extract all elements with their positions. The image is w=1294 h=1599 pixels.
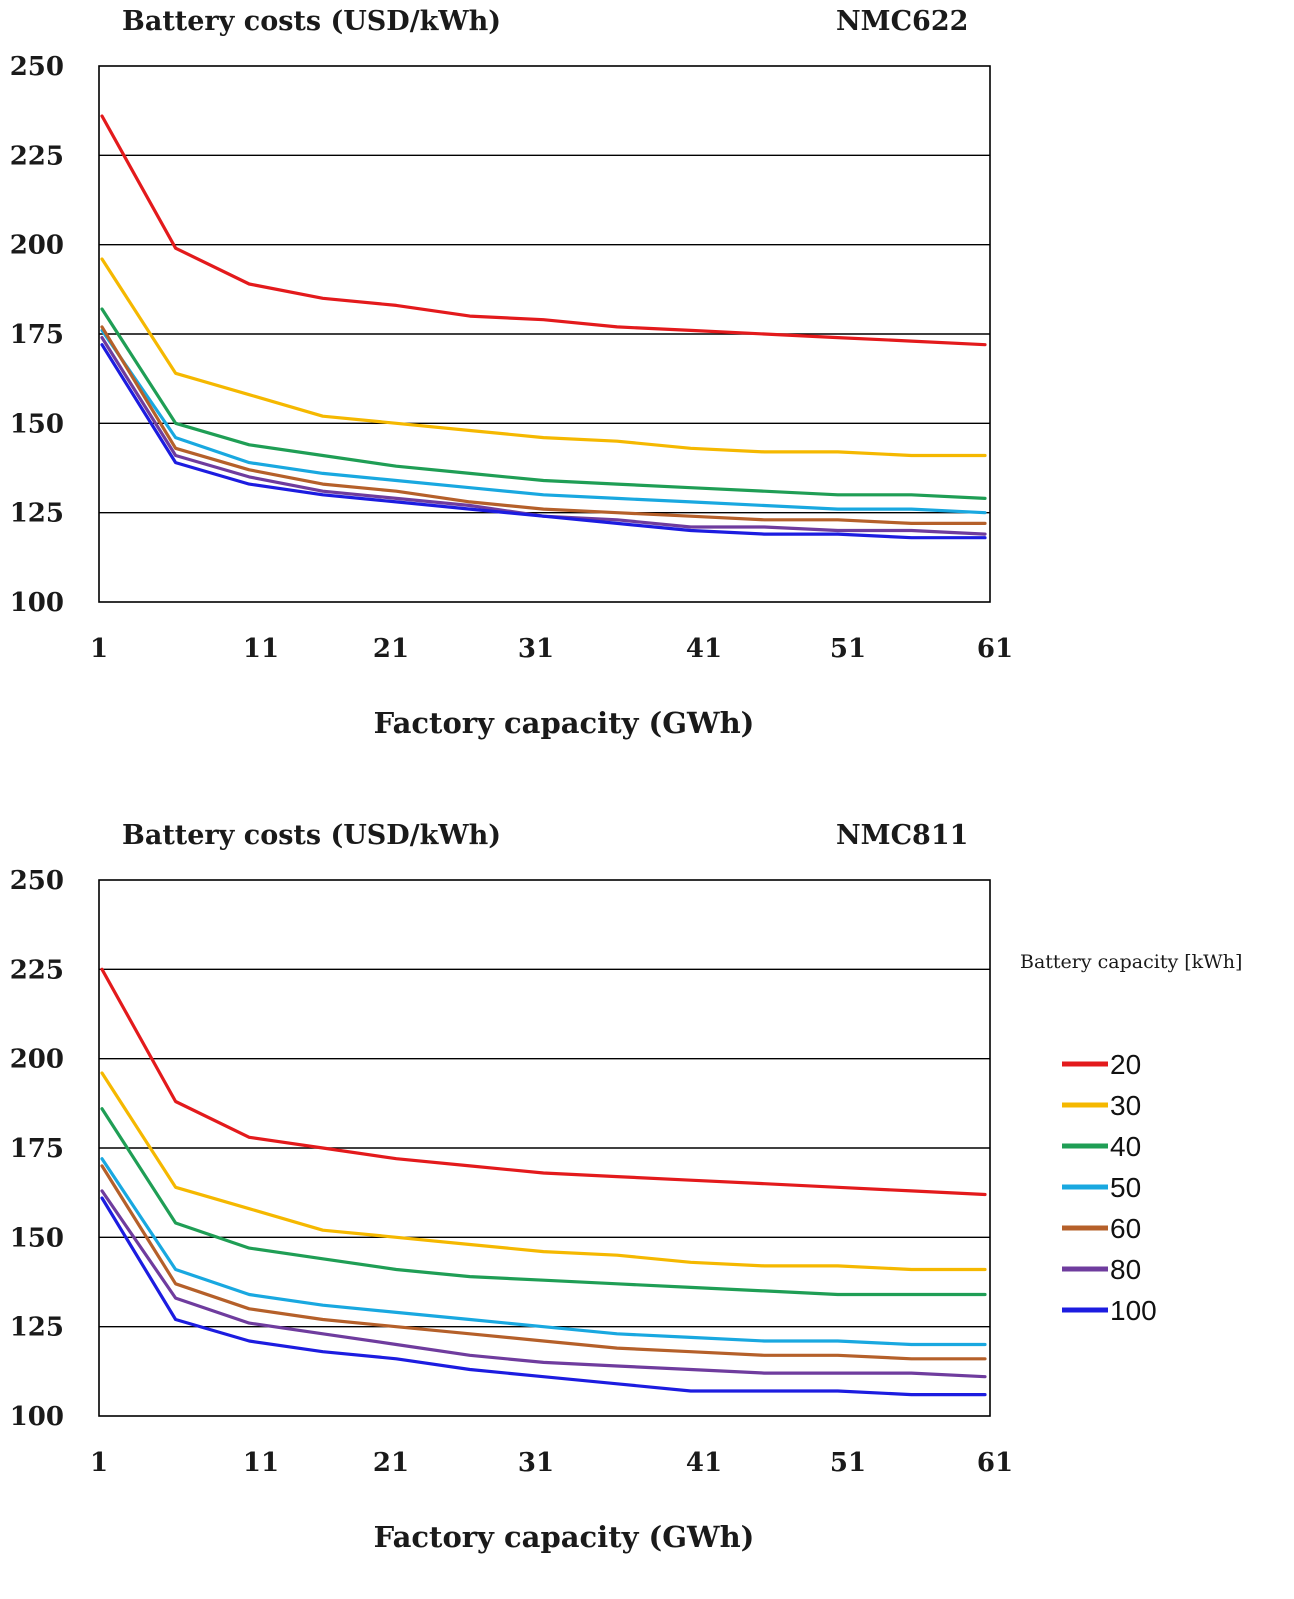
y-tick-label: 100	[10, 1402, 64, 1432]
y-tick-label: 150	[10, 1223, 64, 1253]
series-line-30	[100, 257, 987, 458]
chart-subtitle: NMC622	[836, 6, 968, 37]
y-tick-label: 225	[10, 955, 64, 985]
series-line-100	[100, 343, 987, 540]
x-tick-label: 41	[686, 1448, 722, 1478]
y-tick-label: 150	[10, 409, 64, 439]
legend-label-50: 50	[1110, 1172, 1141, 1203]
x-tick-label: 31	[518, 1448, 554, 1478]
x-tick-label: 51	[830, 1448, 866, 1478]
legend-label-20: 20	[1110, 1049, 1141, 1080]
series-line-80	[100, 336, 987, 536]
legend-label-100: 100	[1110, 1295, 1157, 1326]
series-lines	[100, 967, 987, 1397]
gridlines	[99, 154, 990, 514]
y-tick-label: 175	[10, 1134, 64, 1164]
series-line-40	[100, 307, 987, 500]
x-tick-label: 21	[373, 1448, 409, 1478]
y-tick-label: 100	[10, 588, 64, 618]
chart-nmc811: Battery costs (USD/kWh) NMC811 100125150…	[10, 820, 1243, 1554]
x-tick-label: 61	[977, 1448, 1013, 1478]
chart-title: Battery costs (USD/kWh)	[122, 6, 501, 37]
y-tick-label: 250	[10, 866, 64, 896]
series-line-100	[100, 1196, 987, 1397]
x-tick-label: 21	[373, 634, 409, 664]
chart-title: Battery costs (USD/kWh)	[122, 820, 501, 851]
y-tick-label: 125	[10, 499, 64, 529]
x-axis-ticks: 1 11 21 31 41 51 61	[90, 634, 1013, 664]
series-line-30	[100, 1071, 987, 1272]
y-tick-label: 200	[10, 231, 64, 261]
plot-frame	[98, 879, 991, 1417]
legend-title: Battery capacity [kWh]	[1020, 951, 1242, 973]
x-tick-label: 11	[243, 1448, 279, 1478]
chart-subtitle: NMC811	[836, 820, 968, 851]
x-tick-label: 1	[90, 634, 108, 664]
legend-label-60: 60	[1110, 1213, 1141, 1244]
x-tick-label: 31	[518, 634, 554, 664]
series-lines	[100, 114, 987, 540]
series-line-60	[100, 1164, 987, 1361]
x-tick-label: 51	[830, 634, 866, 664]
x-tick-label: 1	[90, 1448, 108, 1478]
y-tick-label: 250	[10, 52, 64, 82]
chart-nmc622: Battery costs (USD/kWh) NMC622 100 125 150…	[10, 6, 1013, 740]
legend: Battery capacity [kWh] 20 30 40 50 60 80 100	[1020, 951, 1242, 1326]
x-axis-ticks: 1 11 21 31 41 51 61	[90, 1448, 1013, 1478]
legend-label-40: 40	[1110, 1131, 1141, 1162]
series-line-50	[100, 1157, 987, 1347]
legend-label-30: 30	[1110, 1090, 1141, 1121]
y-tick-label: 175	[10, 320, 64, 350]
plot-frame	[98, 65, 991, 603]
x-tick-label: 41	[686, 634, 722, 664]
gridlines	[99, 968, 990, 1328]
legend-items: 20 30 40 50 60 80 100	[1062, 1049, 1157, 1326]
x-tick-label: 11	[243, 634, 279, 664]
x-axis-label: Factory capacity (GWh)	[374, 706, 755, 740]
series-line-60	[100, 325, 987, 526]
legend-label-80: 80	[1110, 1254, 1141, 1285]
y-axis-ticks: 100 125 150 175 200 225 250	[10, 866, 64, 1432]
series-line-20	[100, 967, 987, 1197]
y-axis-ticks: 100 125 150 175 200 225 250	[10, 52, 64, 618]
series-line-50	[100, 328, 987, 515]
y-tick-label: 125	[10, 1313, 64, 1343]
y-tick-label: 225	[10, 141, 64, 171]
series-line-20	[100, 114, 987, 347]
series-line-40	[100, 1107, 987, 1297]
y-tick-label: 200	[10, 1045, 64, 1075]
x-axis-label: Factory capacity (GWh)	[374, 1520, 755, 1554]
x-tick-label: 61	[977, 634, 1013, 664]
series-line-80	[100, 1189, 987, 1379]
